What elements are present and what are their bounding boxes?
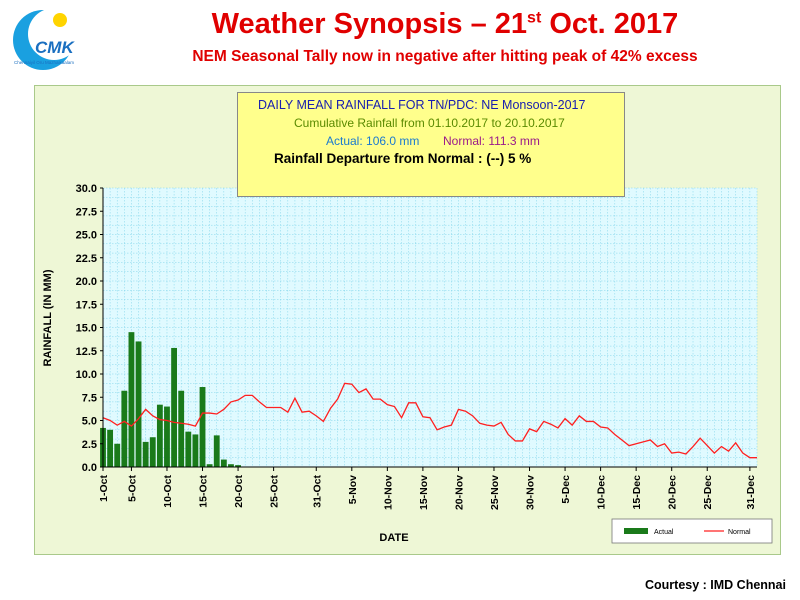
logo-text: CMK xyxy=(35,38,75,57)
page-title: Weather Synopsis – 21st Oct. 2017 xyxy=(100,8,790,41)
title-sup: st xyxy=(527,9,542,27)
logo-caption: Chennaiyil Oru Mazhaikaalam xyxy=(14,60,74,65)
x-tick-label: 10-Oct xyxy=(162,475,174,508)
title-prefix: Weather Synopsis – 21 xyxy=(211,8,528,40)
x-tick-label: 31-Dec xyxy=(745,475,757,510)
normal-line xyxy=(102,382,757,459)
x-ticks: 1-Oct 5-Oct 10-Oct 15-Oct 20-Oct 25-Oct 31-Oct… xyxy=(98,467,757,510)
y-tick-label: 5.0 xyxy=(82,416,97,428)
info-title: DAILY MEAN RAINFALL FOR TN/PDC: NE Monso… xyxy=(258,98,586,112)
bar-actual xyxy=(199,387,206,467)
y-tick-label: 12.5 xyxy=(76,346,97,358)
info-box: DAILY MEAN RAINFALL FOR TN/PDC: NE Monso… xyxy=(237,92,625,197)
x-tick-label: 5-Nov xyxy=(347,475,359,504)
legend: Actual Normal xyxy=(611,518,773,544)
bar-actual xyxy=(164,406,170,467)
y-tick-label: 2.5 xyxy=(82,439,97,451)
bar-actual xyxy=(142,441,149,467)
bar-actual xyxy=(121,390,128,467)
bar-actual xyxy=(156,404,163,467)
y-axis-label: RAINFALL (IN MM) xyxy=(42,269,54,366)
y-tick-label: 22.5 xyxy=(76,253,97,265)
x-tick-label: 10-Nov xyxy=(382,475,394,510)
legend-normal-label: Normal xyxy=(728,529,751,536)
y-tick-label: 7.5 xyxy=(82,392,97,404)
x-axis-label: DATE xyxy=(379,532,408,544)
bar-actual xyxy=(114,443,121,467)
bar-actual xyxy=(220,459,227,467)
bar-actual xyxy=(185,431,192,467)
bar-actual xyxy=(206,464,213,467)
bar-actual xyxy=(235,465,241,467)
grid xyxy=(102,187,758,468)
y-tick-label: 30.0 xyxy=(76,183,97,195)
credit-text: Courtesy : IMD Chennai xyxy=(645,578,786,592)
x-tick-label: 15-Oct xyxy=(198,475,210,508)
y-tick-label: 27.5 xyxy=(76,206,97,218)
info-normal: Normal: 111.3 mm xyxy=(443,134,540,148)
x-tick-label: 10-Dec xyxy=(596,475,608,510)
actual-bars xyxy=(100,332,241,467)
bar-actual xyxy=(192,434,199,467)
y-tick-label: 15.0 xyxy=(76,323,97,335)
legend-actual-label: Actual xyxy=(654,529,674,536)
x-tick-label: 5-Oct xyxy=(126,475,138,502)
y-tick-label: 17.5 xyxy=(76,299,97,311)
x-tick-label: 25-Nov xyxy=(489,475,501,510)
x-tick-label: 5-Dec xyxy=(560,475,572,504)
legend-actual-swatch xyxy=(624,528,648,534)
bar-actual xyxy=(149,437,156,467)
bar-actual xyxy=(135,341,142,467)
page-subtitle: NEM Seasonal Tally now in negative after… xyxy=(192,48,698,65)
x-tick-label: 15-Dec xyxy=(631,475,643,510)
info-departure: Rainfall Departure from Normal : (--) 5 … xyxy=(274,151,532,166)
y-ticks: 0.0 2.5 5.0 7.5 10.0 12.5 15.0 17.5 20.0 22.5 25.0… xyxy=(76,183,103,474)
bar-actual xyxy=(128,332,135,467)
x-tick-label: 25-Dec xyxy=(702,475,714,510)
bar-actual xyxy=(213,435,220,467)
x-tick-label: 1-Oct xyxy=(98,475,110,502)
info-actual: Actual: 106.0 mm xyxy=(326,134,420,148)
bar-actual xyxy=(178,390,185,467)
bar-actual xyxy=(107,429,114,467)
x-tick-label: 20-Dec xyxy=(667,475,679,510)
y-tick-label: 25.0 xyxy=(76,230,97,242)
x-tick-label: 31-Oct xyxy=(311,475,323,508)
y-tick-label: 20.0 xyxy=(76,276,97,288)
x-tick-label: 30-Nov xyxy=(525,475,537,510)
x-tick-label: 15-Nov xyxy=(418,475,430,510)
y-tick-label: 0.0 xyxy=(82,462,97,474)
bar-actual xyxy=(171,347,178,467)
title-suffix: Oct. 2017 xyxy=(541,8,679,40)
info-cumulative: Cumulative Rainfall from 01.10.2017 to 2… xyxy=(294,116,565,130)
y-tick-label: 10.0 xyxy=(76,369,97,381)
bar-actual xyxy=(228,464,234,467)
x-tick-label: 20-Nov xyxy=(453,475,465,510)
x-tick-label: 25-Oct xyxy=(269,475,281,508)
cmk-logo: CMK Chennaiyil Oru Mazhaikaalam xyxy=(13,8,78,70)
x-tick-label: 20-Oct xyxy=(233,475,245,508)
